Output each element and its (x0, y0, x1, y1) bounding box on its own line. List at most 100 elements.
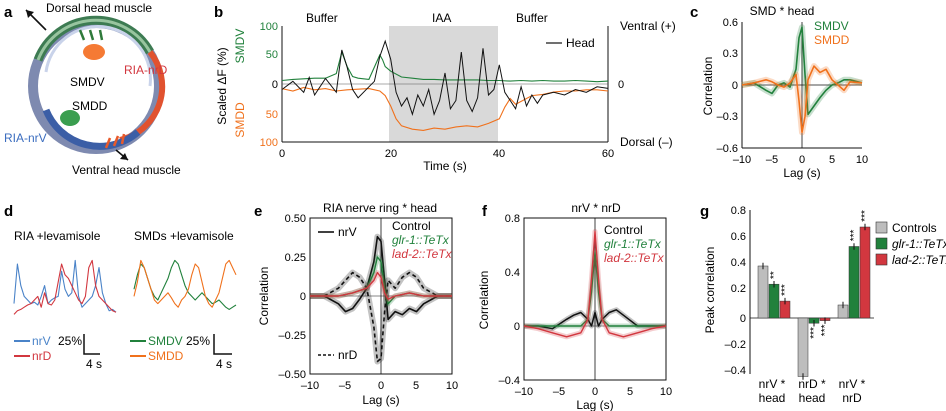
c-title: SMD * head (750, 4, 815, 18)
panel-e: e RIA nerve ring * head Control glr-1::T… (254, 201, 458, 407)
panel-c: c SMD * head SMDV SMDD 0.6 0.3 0 –0.3 –0… (690, 4, 868, 180)
b-ylabel-smdv: SMDV (233, 29, 247, 64)
d-title-left: RIA +levamisole (14, 229, 101, 243)
d-scale-x-right: 4 s (216, 357, 232, 371)
e-xlabel: Lag (s) (362, 393, 399, 407)
label-ria-nrd: RIA-nrD (124, 63, 168, 77)
f-xtick-4: 10 (660, 386, 672, 398)
d-legend-nrd: nrD (32, 349, 52, 363)
significance-marker-0: ** (769, 271, 780, 279)
f-legend-lad2: lad-2::TeTx (604, 251, 665, 265)
bar-2-1 (848, 246, 860, 319)
e-title: RIA nerve ring * head (323, 201, 437, 215)
f-ytick-2: 0 (514, 321, 520, 333)
dorsal-muscle-inner (36, 18, 152, 61)
e-ytick-3: –0.25 (278, 330, 306, 342)
e-xtick-0: –10 (301, 380, 319, 392)
panel-g: g ******** ********* 0.8 0.6 0.4 0.2 0 –0… (700, 203, 946, 405)
d-scale-bar-left (83, 334, 100, 355)
b-dorsal-label: Dorsal (–) (620, 135, 673, 149)
f-title: nrV * nrD (571, 201, 621, 215)
panel-f: f nrV * nrD Control glr-1::TeTx lad-2::T… (477, 201, 672, 411)
significance-marker-1: *** (780, 284, 791, 296)
g-cat-1-line2: head (799, 391, 826, 405)
panel-b: b Buffer IAA Buffer 100 50 0 50 100 0 20… (214, 4, 676, 173)
b-ylabel-smdd: SMDD (233, 102, 247, 138)
label-smdd: SMDD (72, 99, 108, 113)
b-xtick-40: 40 (493, 148, 505, 160)
panel-a-letter: a (4, 4, 13, 21)
smdd-cell-body (60, 110, 80, 126)
c-ytick-4: –0.6 (717, 143, 738, 155)
bar-0-1 (768, 283, 780, 319)
c-xtick-4: 10 (856, 154, 868, 166)
b-tick-smdv-50: 50 (266, 49, 278, 61)
g-series-group: ******** ********* (757, 210, 871, 380)
d-scale-x-left: 4 s (86, 357, 102, 371)
c-ytick-1: 0.3 (723, 48, 738, 60)
label-smdv: SMDV (70, 75, 105, 89)
series-line-control (524, 309, 666, 330)
e-ytick-1: 0.25 (285, 252, 306, 264)
panel-b-letter: b (214, 4, 223, 21)
dorsal-synapse-icon (78, 29, 104, 41)
e-xtick-4: 10 (446, 380, 458, 392)
f-ytick-1: 0.4 (505, 267, 520, 279)
d-series-group (13, 259, 237, 315)
panel-d: d RIA +levamisole SMDs +levamisole nrV n… (4, 203, 237, 371)
smdv-cell-body (83, 44, 105, 60)
e-xtick-2: 0 (378, 380, 384, 392)
e-xtick-1: –5 (339, 380, 351, 392)
series-line-lad-2-tetx (523, 230, 667, 338)
f-xtick-1: –5 (553, 386, 565, 398)
b-xtick-60: 60 (602, 148, 614, 160)
ventral-arrowhead-icon (120, 153, 128, 160)
b-head-legend-label: Head (566, 36, 595, 50)
g-cat-2-line1: nrV * (839, 377, 866, 391)
f-ylabel: Correlation (477, 271, 491, 330)
series-line-head (281, 39, 609, 117)
b-tick-0: 0 (272, 79, 278, 91)
c-ylabel: Correlation (701, 57, 715, 116)
series-line-nrd (13, 259, 117, 315)
series-line-smdd (741, 65, 863, 134)
d-legend-smdd: SMDD (148, 349, 184, 363)
f-xtick-2: 0 (592, 386, 598, 398)
e-ytick-0: 0.50 (285, 213, 306, 225)
b-xtick-20: 20 (385, 148, 397, 160)
series-line-glr-1-tetx (524, 251, 666, 327)
g-cat-2-line2: nrD (842, 391, 862, 405)
b-ylabel-main: Scaled ΔF (%) (215, 47, 229, 124)
e-ylabel: Correlation (257, 267, 271, 326)
series-line-control-nrv (310, 235, 452, 321)
c-ytick-3: –0.3 (717, 111, 738, 123)
label-dorsal-head-muscle: Dorsal head muscle (46, 1, 152, 15)
dorsal-arrowhead-icon (26, 10, 34, 18)
series-band (310, 269, 452, 365)
d-scale-bar-right (213, 334, 232, 355)
g-legend-swatch-glr1 (875, 237, 888, 250)
series-line-smdd (133, 259, 237, 308)
ventral-synapse-icon (104, 133, 126, 149)
g-legend-glr1: glr-1::TeTx (892, 237, 946, 251)
c-ytick-0: 0.6 (723, 17, 738, 29)
panel-d-letter: d (4, 203, 13, 220)
e-ytick-2: 0 (300, 291, 306, 303)
c-xtick-3: 5 (829, 154, 835, 166)
e-nrv-label: nrV (338, 225, 357, 239)
f-legend-glr1: glr-1::TeTx (604, 237, 662, 251)
significance-marker-5: *** (860, 210, 871, 222)
e-legend-control: Control (392, 219, 431, 233)
panel-e-letter: e (254, 203, 262, 220)
b-ventral-label: Ventral (+) (620, 19, 676, 33)
f-xlabel: Lag (s) (576, 398, 613, 411)
g-legend-swatch-controls (875, 221, 888, 234)
c-ytick-2: 0 (732, 80, 738, 92)
f-xtick-0: –10 (515, 386, 533, 398)
panel-a: a Dorsal head muscle RIA-nrD SMDV SMDD R… (4, 1, 181, 177)
g-legend-swatch-lad2 (875, 253, 888, 266)
rianrd-process (44, 25, 152, 87)
g-ytick-4: 0 (740, 313, 746, 325)
b-xtick-0: 0 (279, 148, 285, 160)
